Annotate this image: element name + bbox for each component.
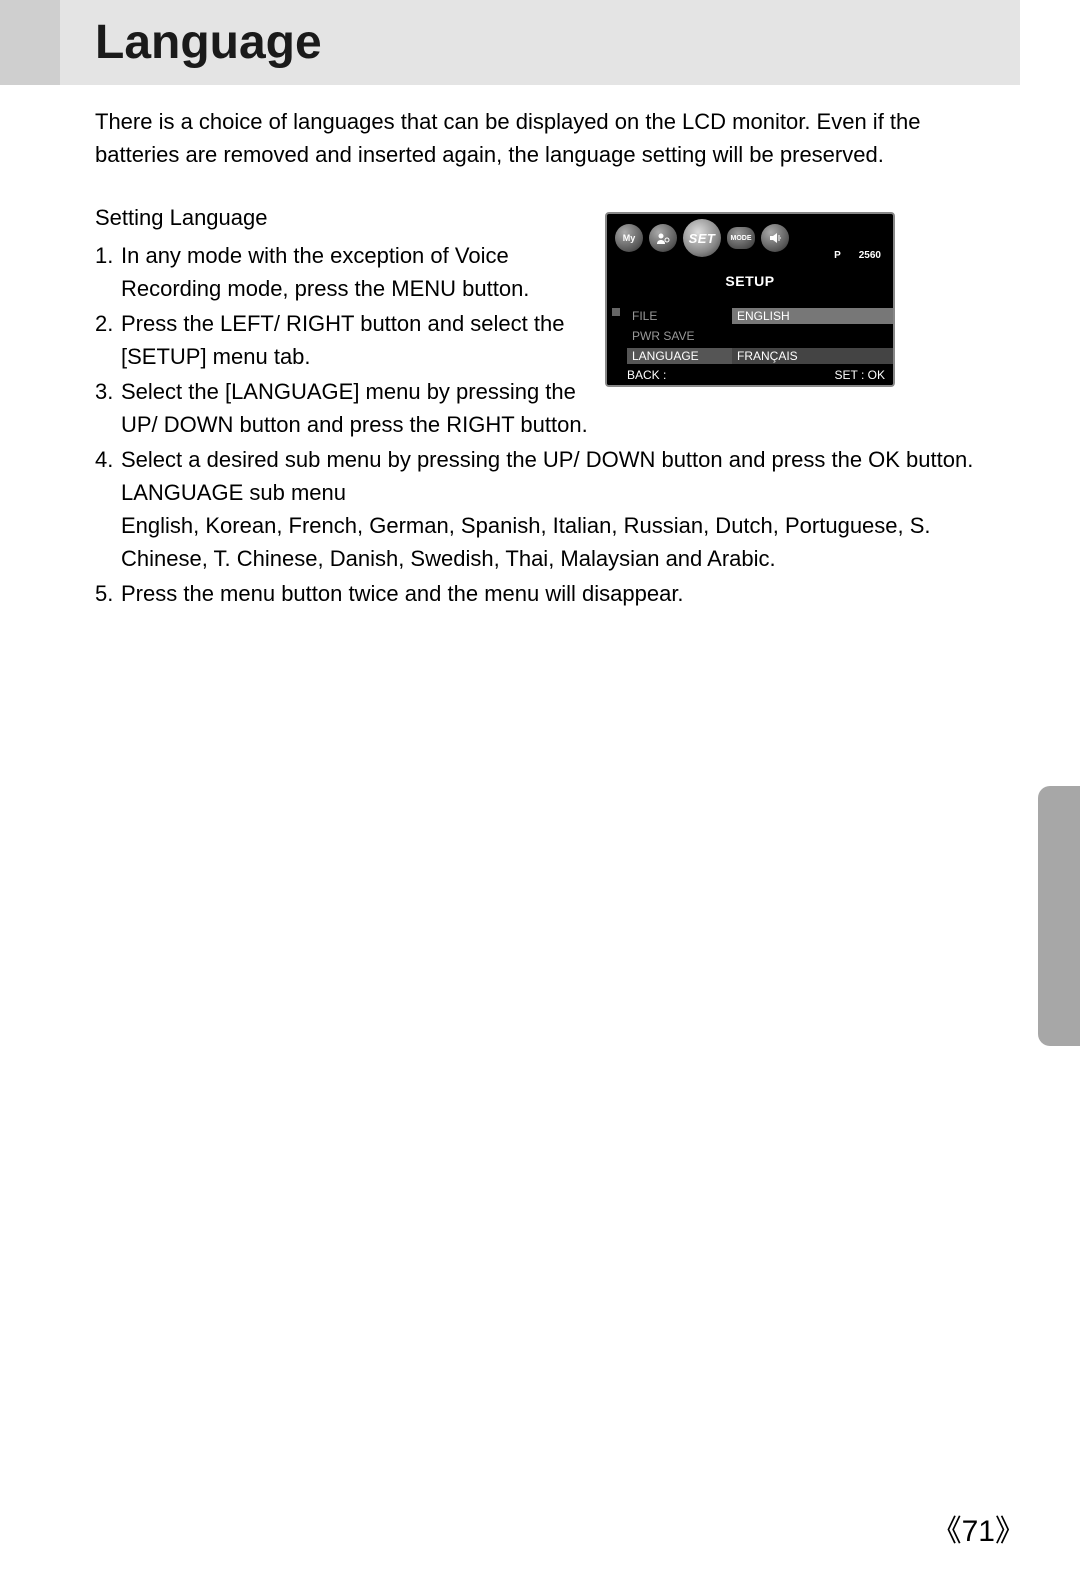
intro-text: There is a choice of languages that can … [95, 105, 995, 171]
step-4-main: Select a desired sub menu by pressing th… [121, 447, 973, 472]
page-number: 《71》 [932, 1506, 1025, 1550]
lcd-value-francais: FRANÇAIS [732, 348, 893, 364]
person-icon [649, 224, 677, 252]
lcd-row-file: FILE ENGLISH [607, 306, 893, 326]
lcd-row-language: LANGUAGE FRANÇAIS [607, 346, 893, 366]
lcd-size: 2560 [859, 250, 881, 261]
my-icon: My [615, 224, 643, 252]
step-5: 5. Press the menu button twice and the m… [95, 577, 995, 610]
step-text: Press the menu button twice and the menu… [121, 577, 995, 610]
step-4-sub1: LANGUAGE sub menu [121, 480, 346, 505]
step-number: 2. [95, 307, 121, 373]
mode-icon: MODE [727, 227, 755, 249]
lcd-value-empty [732, 335, 893, 337]
lcd-menu: FILE ENGLISH PWR SAVE LANGUAGE FRANÇAIS … [607, 306, 893, 385]
speaker-icon [761, 224, 789, 252]
header-bar: Language [60, 0, 1020, 85]
step-number: 3. [95, 375, 121, 441]
page-num-value: 71 [962, 1515, 995, 1548]
bracket-right-icon: 》 [995, 1515, 1025, 1548]
right-thumb-tab [1038, 786, 1080, 1046]
step-number: 5. [95, 577, 121, 610]
bracket-left-icon: 《 [932, 1515, 962, 1548]
step-number: 4. [95, 443, 121, 575]
lcd-label-pwrsave: PWR SAVE [627, 328, 732, 344]
lcd-mode-p: P [834, 250, 841, 261]
lcd-status: P 2560 [834, 250, 881, 261]
lcd-back-label: BACK : [627, 368, 666, 382]
step-4-sub2: English, Korean, French, German, Spanish… [121, 513, 931, 571]
lcd-title: SETUP [607, 273, 893, 289]
lcd-value-english: ENGLISH [732, 308, 893, 324]
step-text: Press the LEFT/ RIGHT button and select … [121, 307, 601, 373]
lcd-setok-label: SET : OK [835, 368, 885, 382]
step-text: In any mode with the exception of Voice … [121, 239, 601, 305]
lcd-label-file: FILE [627, 308, 732, 324]
step-4: 4. Select a desired sub menu by pressing… [95, 443, 995, 575]
lcd-footer: BACK : SET : OK [607, 366, 893, 385]
lcd-screenshot: My SET MODE P 2560 SETUP FILE ENGLISH PW… [605, 212, 895, 387]
step-number: 1. [95, 239, 121, 305]
page-title: Language [95, 15, 322, 70]
lcd-label-language: LANGUAGE [627, 348, 732, 364]
step-text: Select the [LANGUAGE] menu by pressing t… [121, 375, 601, 441]
set-icon: SET [683, 219, 721, 257]
step-text: Select a desired sub menu by pressing th… [121, 443, 995, 575]
lcd-row-pwrsave: PWR SAVE [607, 326, 893, 346]
left-sidebar [0, 0, 60, 85]
